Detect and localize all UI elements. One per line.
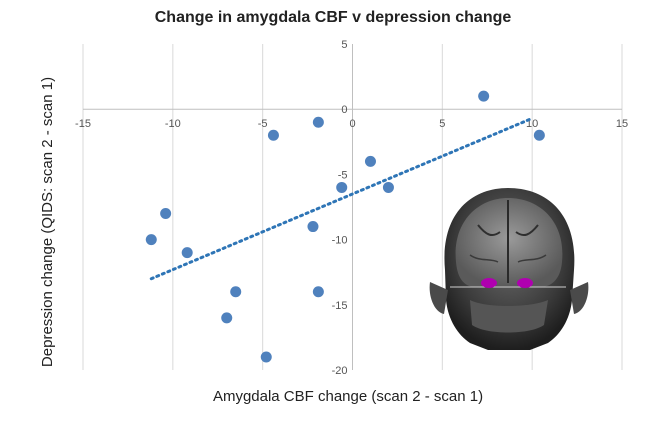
data-points	[145, 90, 545, 363]
x-tick-label: -10	[165, 118, 181, 130]
x-tick-label: 5	[439, 118, 445, 130]
amygdala-right-highlight	[517, 278, 533, 288]
y-tick-label: 5	[341, 39, 347, 51]
data-point	[260, 351, 272, 363]
data-point	[382, 181, 394, 193]
data-point	[307, 221, 319, 233]
brain-mri-inset	[429, 188, 589, 350]
y-tick-label: -20	[332, 365, 348, 377]
x-axis-label: Amygdala CBF change (scan 2 - scan 1)	[213, 388, 483, 405]
trendline	[149, 116, 534, 281]
y-axis-label: Depression change (QIDS: scan 2 - scan 1…	[39, 77, 56, 367]
axes	[83, 44, 622, 370]
data-point	[336, 181, 348, 193]
y-tick-label: 0	[341, 104, 347, 116]
data-point	[230, 286, 242, 298]
amygdala-left-highlight	[481, 278, 497, 288]
x-tick-label: 15	[616, 118, 628, 130]
x-tick-label: -15	[75, 118, 91, 130]
trendline-group	[149, 116, 534, 281]
data-point	[221, 312, 233, 324]
data-point	[312, 286, 324, 298]
y-tick-labels: 5 0 -5 -10 -15 -20	[332, 39, 348, 377]
data-point	[312, 116, 324, 128]
data-point	[145, 234, 157, 246]
x-tick-labels: -15 -10 -5 0 5 10 15	[75, 118, 628, 130]
data-point	[181, 247, 193, 259]
data-point	[160, 208, 172, 220]
x-tick-label: -5	[258, 118, 268, 130]
x-tick-label: 0	[349, 118, 355, 130]
y-tick-label: -15	[332, 300, 348, 312]
data-point	[364, 155, 376, 167]
data-point	[533, 129, 545, 141]
chart-title: Change in amygdala CBF v depression chan…	[155, 9, 512, 26]
data-point	[478, 90, 490, 102]
y-tick-label: -5	[338, 169, 348, 181]
y-tick-label: -10	[332, 235, 348, 247]
data-point	[267, 129, 279, 141]
